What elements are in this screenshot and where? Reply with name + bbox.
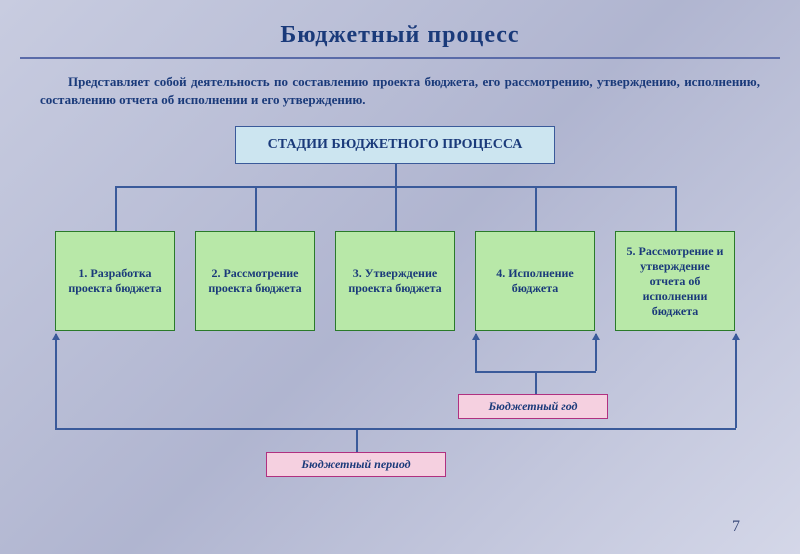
period-bracket-drop — [356, 428, 358, 452]
stage-box-3: 3. Утверждение проекта бюджета — [335, 231, 455, 331]
diagram-container: СТАДИИ БЮДЖЕТНОГО ПРОЦЕССА 1. Разработка… — [0, 126, 800, 506]
period-bracket-left — [55, 334, 57, 428]
period-arrow-right — [732, 333, 740, 340]
stage-box-1: 1. Разработка проекта бюджета — [55, 231, 175, 331]
connector-main-down — [395, 164, 397, 186]
description-text: Представляет собой деятельность по соста… — [0, 59, 800, 108]
period-bracket-bottom — [55, 428, 736, 430]
period-bracket-right — [735, 334, 737, 428]
stages-header-box: СТАДИИ БЮДЖЕТНОГО ПРОЦЕССА — [235, 126, 555, 164]
page-number: 7 — [732, 518, 740, 536]
stage-box-2: 2. Рассмотрение проекта бюджета — [195, 231, 315, 331]
connector-drop-5 — [675, 186, 677, 231]
year-arrow-right — [592, 333, 600, 340]
period-arrow-left — [52, 333, 60, 340]
year-bracket-drop — [535, 371, 537, 394]
budget-year-box: Бюджетный год — [458, 394, 608, 419]
budget-period-box: Бюджетный период — [266, 452, 446, 477]
year-arrow-left — [472, 333, 480, 340]
stage-box-5: 5. Рассмотрение и утверждение отчета об … — [615, 231, 735, 331]
page-title: Бюджетный процесс — [0, 0, 800, 49]
connector-drop-3 — [395, 186, 397, 231]
stage-box-4: 4. Исполнение бюджета — [475, 231, 595, 331]
connector-drop-1 — [115, 186, 117, 231]
connector-drop-2 — [255, 186, 257, 231]
connector-drop-4 — [535, 186, 537, 231]
